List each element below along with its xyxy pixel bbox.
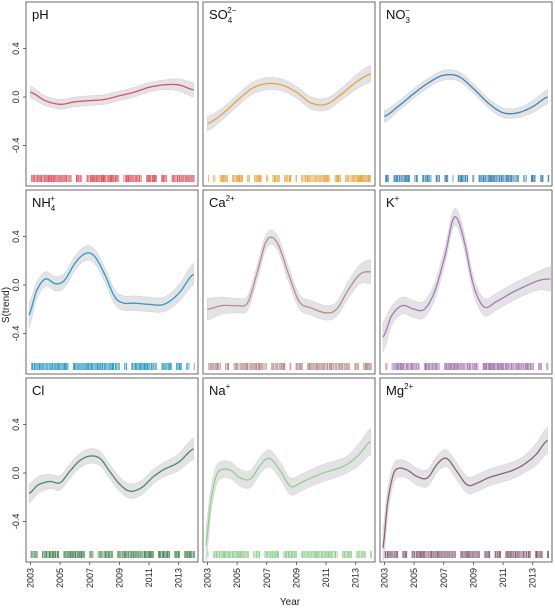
- x-tick-label: 2009: [114, 568, 124, 588]
- panel-title: pH: [32, 7, 49, 22]
- trend-line: [30, 83, 194, 105]
- trend-line: [28, 252, 195, 316]
- trend-line: [207, 73, 371, 125]
- y-tick-label: -0.4: [11, 138, 21, 154]
- y-tick-label: -0.4: [11, 514, 21, 530]
- panel-6: K+: [379, 189, 553, 375]
- x-tick-label: 2005: [55, 568, 65, 588]
- panel-7: Cl 0.4 0.0 -0.4 2003 2005 2007 2009 2011 2013: [11, 377, 199, 588]
- rug-ticks: [385, 175, 550, 182]
- trend-line: [207, 236, 371, 314]
- x-tick-label: 2005: [409, 568, 419, 588]
- x-tick-label: 2011: [498, 568, 508, 587]
- confidence-band: [382, 208, 551, 352]
- confidence-band: [28, 437, 194, 504]
- x-tick-label: 2007: [262, 568, 272, 588]
- y-tick-label: 0.4: [11, 42, 21, 55]
- panel-title: SO42−: [209, 6, 237, 25]
- trend-line: [382, 439, 549, 549]
- rug-ticks: [30, 551, 195, 558]
- trend-line: [384, 73, 548, 117]
- x-tick-label: 2013: [528, 568, 538, 588]
- panel-title: Na+: [209, 382, 231, 398]
- y-axis-label-group: S(trend): [1, 287, 12, 323]
- x-tick-label: 2011: [321, 568, 331, 587]
- confidence-band: [28, 245, 194, 328]
- panel-8: Na+ 2003 2005 2007 2009 2011 2013: [202, 377, 376, 588]
- x-tick-label: 2013: [174, 568, 184, 588]
- x-tick-label: 2003: [25, 568, 35, 588]
- rug-ticks: [207, 551, 372, 558]
- y-tick-label: 0.0: [11, 279, 21, 292]
- panel-title: Cl: [32, 383, 44, 398]
- rug-ticks: [385, 363, 549, 370]
- x-tick-label: 2009: [291, 568, 301, 588]
- rug-ticks: [208, 175, 371, 182]
- panel-title: K+: [386, 194, 400, 210]
- x-tick-label: 2009: [468, 568, 478, 588]
- y-tick-label: 0.0: [11, 91, 21, 104]
- panel-1: pH 0.4 0.0 -0.4: [11, 1, 199, 187]
- panel-2: SO42−: [202, 1, 376, 187]
- y-axis-label: S(trend): [1, 287, 12, 323]
- panel-grid: pH 0.4 0.0 -0.4 SO42− NO3− NH4+ 0.4 0.0 -0.4 Ca2+ K…: [11, 1, 553, 588]
- panel-9: Mg2+ 2003 2005 2007 2009 2011 2013: [379, 377, 553, 588]
- x-tick-label: 2003: [379, 568, 389, 588]
- confidence-band: [382, 426, 548, 562]
- panel-title: Mg2+: [386, 382, 414, 398]
- panel-title: Ca2+: [209, 194, 235, 210]
- panel-4: NH4+ 0.4 0.0 -0.4: [11, 189, 199, 375]
- confidence-band: [384, 69, 548, 123]
- panel-title: NH4+: [32, 194, 56, 213]
- rug-ticks: [31, 363, 195, 370]
- y-tick-label: -0.4: [11, 326, 21, 342]
- rug-ticks: [31, 175, 195, 182]
- x-tick-label: 2003: [202, 568, 212, 588]
- x-tick-label: 2005: [232, 568, 242, 588]
- panel-frame: [379, 1, 553, 187]
- rug-ticks: [208, 363, 372, 370]
- trend-line: [205, 440, 371, 546]
- x-tick-label: 2011: [144, 568, 154, 587]
- panel-5: Ca2+: [202, 189, 376, 375]
- confidence-band: [205, 427, 371, 562]
- x-tick-label: 2007: [85, 568, 95, 588]
- panel-3: NO3−: [379, 1, 553, 187]
- y-tick-label: 0.0: [11, 467, 21, 480]
- x-tick-label: 2013: [351, 568, 361, 588]
- y-tick-label: 0.4: [11, 230, 21, 243]
- x-axis-label: Year: [280, 597, 301, 608]
- trend-line: [382, 216, 551, 338]
- panel-title: NO3−: [386, 6, 411, 25]
- rug-ticks: [384, 551, 549, 558]
- y-tick-label: 0.4: [11, 418, 21, 431]
- x-tick-label: 2007: [439, 568, 449, 588]
- trend-line: [28, 448, 194, 495]
